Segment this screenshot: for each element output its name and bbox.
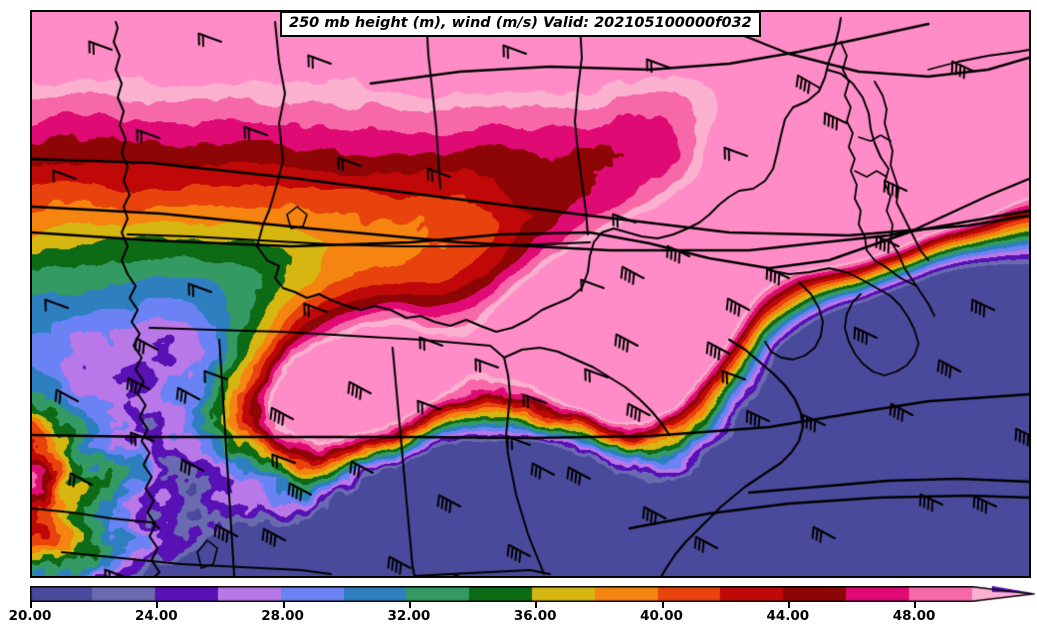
colorbar-tick-label: 40.00 — [640, 608, 683, 624]
colorbar-tick-label: 36.00 — [513, 608, 557, 624]
colorbar-tick-label: 20.00 — [8, 608, 52, 624]
colorbar-tick-label: 28.00 — [261, 608, 304, 624]
colorbar — [30, 586, 1035, 602]
colorbar-tick-mark — [661, 602, 664, 608]
colorbar-tick-label: 24.00 — [134, 608, 178, 624]
colorbar-tick-mark — [408, 602, 411, 608]
colorbar-tick-mark — [535, 602, 538, 608]
colorbar-tick-mark — [282, 602, 285, 608]
colorbar-tick-mark — [787, 602, 790, 608]
colorbar-gradient — [30, 586, 1035, 602]
colorbar-tick-mark — [30, 602, 32, 608]
isotach-shaded-field — [32, 12, 1029, 576]
chart-title: 250 mb height (m), wind (m/s) Valid: 202… — [280, 11, 761, 37]
colorbar-tick-axis: 20.00 24.00 28.00 32.00 36.00 40.00 44.00 48.00 — [9, 602, 1035, 632]
colorbar-tick-label: 44.00 — [766, 608, 810, 624]
colorbar-tick-mark — [914, 602, 917, 608]
colorbar-tick-mark — [156, 602, 159, 608]
map-panel — [30, 10, 1031, 578]
colorbar-tick-label: 48.00 — [892, 608, 936, 624]
colorbar-tick-label: 32.00 — [387, 608, 431, 624]
